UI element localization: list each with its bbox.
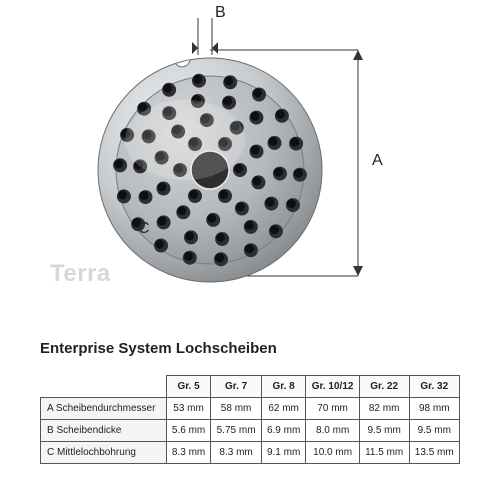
table-cell: 11.5 mm	[359, 442, 409, 464]
table-cell: 8.3 mm	[166, 442, 211, 464]
diagram-area: B A C Terra	[0, 0, 500, 320]
watermark-text: Terra	[50, 260, 111, 288]
page-title: Enterprise System Lochscheiben	[40, 340, 277, 357]
dim-label-a: A	[372, 152, 383, 170]
table-row-label: C Mittlelochbohrung	[41, 442, 167, 464]
table-cell: 6.9 mm	[261, 420, 306, 442]
table-cell: 9.1 mm	[261, 442, 306, 464]
dim-label-c: C	[138, 220, 150, 238]
table-row: B Scheibendicke5.6 mm5.75 mm6.9 mm8.0 mm…	[41, 420, 460, 442]
table-cell: 58 mm	[211, 398, 261, 420]
table-cell: 8.0 mm	[306, 420, 359, 442]
table-cell: 53 mm	[166, 398, 211, 420]
table-corner	[41, 376, 167, 398]
table-cell: 10.0 mm	[306, 442, 359, 464]
table-col-header: Gr. 5	[166, 376, 211, 398]
spec-table: Gr. 5 Gr. 7 Gr. 8 Gr. 10/12 Gr. 22 Gr. 3…	[40, 375, 460, 464]
table-cell: 5.75 mm	[211, 420, 261, 442]
table-col-header: Gr. 7	[211, 376, 261, 398]
table-cell: 9.5 mm	[409, 420, 460, 442]
table-col-header: Gr. 10/12	[306, 376, 359, 398]
table-cell: 13.5 mm	[409, 442, 460, 464]
table-cell: 82 mm	[359, 398, 409, 420]
table-row: A Scheibendurchmesser53 mm58 mm62 mm70 m…	[41, 398, 460, 420]
grinder-disc	[90, 50, 330, 290]
table-cell: 70 mm	[306, 398, 359, 420]
table-cell: 98 mm	[409, 398, 460, 420]
table-cell: 9.5 mm	[359, 420, 409, 442]
table-row-label: A Scheibendurchmesser	[41, 398, 167, 420]
table-col-header: Gr. 32	[409, 376, 460, 398]
table-cell: 5.6 mm	[166, 420, 211, 442]
table-cell: 8.3 mm	[211, 442, 261, 464]
table-row: C Mittlelochbohrung8.3 mm8.3 mm9.1 mm10.…	[41, 442, 460, 464]
table-col-header: Gr. 8	[261, 376, 306, 398]
table-cell: 62 mm	[261, 398, 306, 420]
table-row-label: B Scheibendicke	[41, 420, 167, 442]
dim-label-b: B	[215, 4, 226, 22]
table-col-header: Gr. 22	[359, 376, 409, 398]
